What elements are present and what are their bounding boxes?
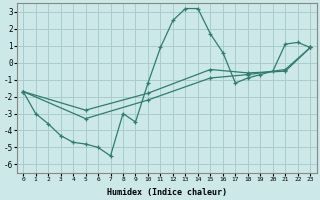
X-axis label: Humidex (Indice chaleur): Humidex (Indice chaleur) [107,188,227,197]
